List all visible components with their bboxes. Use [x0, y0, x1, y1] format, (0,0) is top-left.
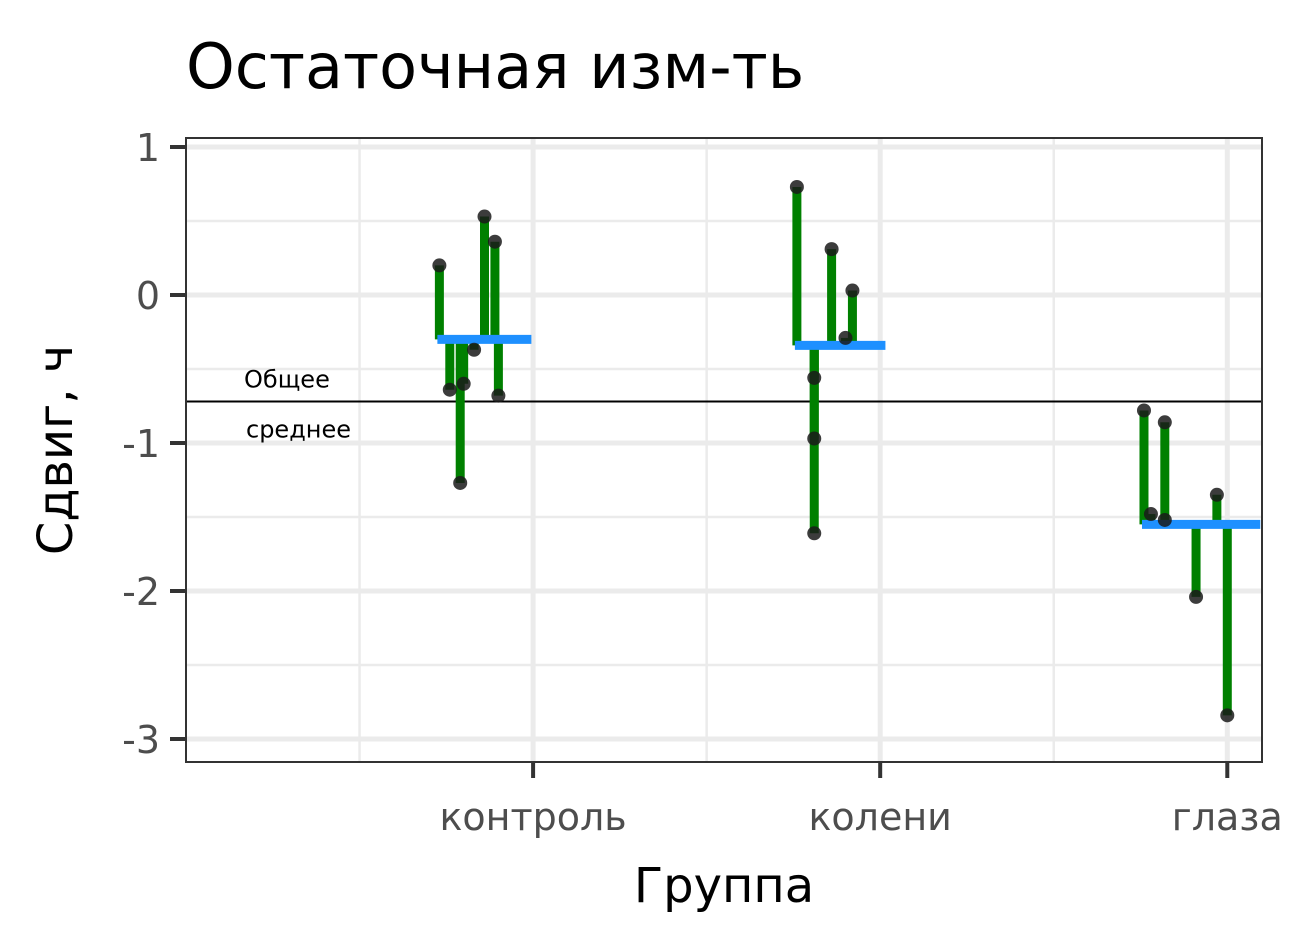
data-point [487, 234, 502, 249]
axes: -3 -2 -1 0 1 контроль колени глаза [122, 126, 1283, 839]
y-tick-label: -1 [122, 422, 160, 466]
y-tick-label: 0 [136, 274, 160, 318]
data-point [807, 370, 822, 385]
data-point [453, 475, 468, 490]
data-point [845, 283, 860, 298]
data-point [1209, 487, 1224, 502]
y-axis-title: Сдвиг, ч [28, 345, 84, 555]
data-point [1143, 507, 1158, 522]
x-tick-label: глаза [1172, 795, 1283, 839]
chart-title: Остаточная изм-ть [186, 30, 804, 103]
grid [186, 138, 1262, 762]
data-point [1157, 512, 1172, 527]
data-point [789, 179, 804, 194]
x-tick-label: колени [808, 795, 951, 839]
data-point [432, 258, 447, 273]
data-point [1157, 415, 1172, 430]
grand-mean-label-line-1: Общее [244, 366, 330, 394]
y-tick-label: 1 [136, 126, 160, 170]
data-point [442, 382, 457, 397]
x-tick-label: контроль [439, 795, 626, 839]
data-point [838, 330, 853, 345]
x-axis-title: Группа [634, 858, 814, 914]
data-point [1220, 708, 1235, 723]
y-tick-label: -3 [122, 718, 160, 762]
data-point [1136, 403, 1151, 418]
data-point [477, 209, 492, 224]
data-point [467, 342, 482, 357]
data-point [807, 526, 822, 541]
data-point [491, 388, 506, 403]
y-tick-label: -2 [122, 570, 160, 614]
plot-data: Общее среднее [186, 179, 1262, 723]
data-point [824, 242, 839, 257]
data-point [456, 376, 471, 391]
grand-mean-label-line-2: среднее [246, 416, 351, 444]
data-point [1189, 589, 1204, 604]
panel-border [185, 137, 1263, 763]
data-point [807, 431, 822, 446]
